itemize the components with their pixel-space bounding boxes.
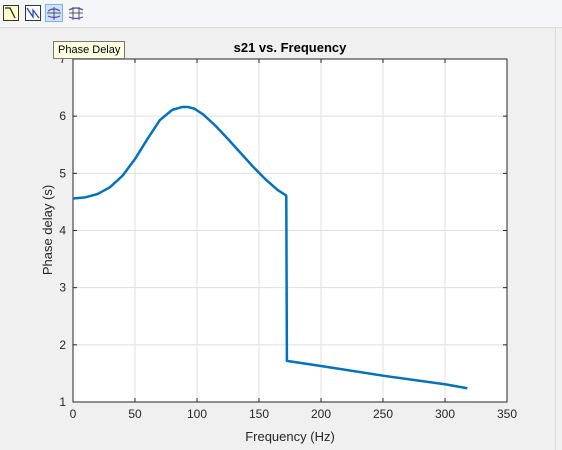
- y-tick-label: 2: [59, 338, 66, 352]
- phase-delay-series-line: [72, 105, 468, 390]
- x-tick-label: 250: [373, 407, 393, 421]
- grid-lines: [72, 58, 508, 403]
- group-delay-icon[interactable]: [45, 4, 63, 22]
- y-tick-label: 3: [59, 281, 66, 295]
- y-tick-label: 6: [59, 109, 66, 123]
- panel-edge: [555, 28, 556, 450]
- x-tick-label: 0: [70, 407, 77, 421]
- x-tick-label: 350: [497, 407, 517, 421]
- chart-title: s21 vs. Frequency: [234, 40, 347, 55]
- y-tick-label: 1: [59, 395, 66, 409]
- phase-response-icon[interactable]: [24, 4, 42, 22]
- tooltip: Phase Delay: [53, 41, 126, 59]
- x-tick-label: 200: [311, 407, 331, 421]
- x-tick-label: 150: [249, 407, 269, 421]
- x-axis-label: Frequency (Hz): [245, 429, 335, 444]
- x-tick-label: 100: [187, 407, 207, 421]
- x-tick-label: 300: [435, 407, 455, 421]
- y-axis-label: Phase delay (s): [40, 185, 55, 275]
- toolbar: [0, 0, 562, 28]
- axis-ticks: 0 50 100 150 200 250 300 350 1 2 3 4 5 6 7: [59, 52, 517, 421]
- phase-delay-icon[interactable]: [67, 4, 85, 22]
- magnitude-response-icon[interactable]: [2, 4, 20, 22]
- y-tick-label: 7: [59, 52, 66, 66]
- y-tick-label: 5: [59, 166, 66, 180]
- x-tick-label: 50: [128, 407, 142, 421]
- y-tick-label: 4: [59, 224, 66, 238]
